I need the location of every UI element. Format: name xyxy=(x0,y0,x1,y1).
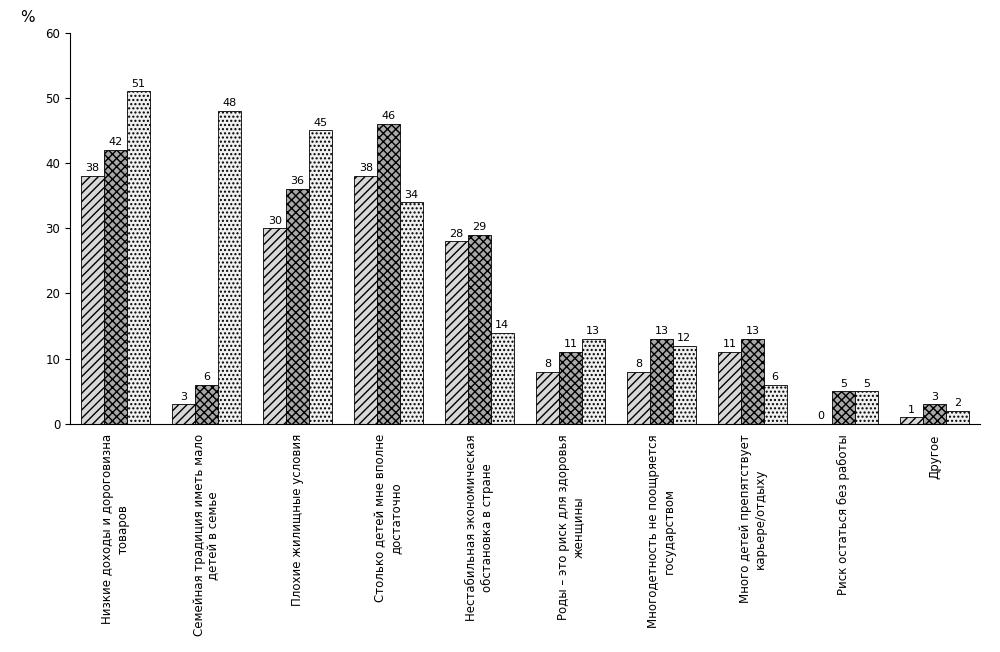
Bar xyxy=(673,346,696,424)
Bar xyxy=(127,91,150,424)
Text: 11: 11 xyxy=(564,340,578,349)
Text: 36: 36 xyxy=(290,177,304,186)
Bar xyxy=(286,189,309,424)
Text: 2: 2 xyxy=(954,398,961,408)
Bar xyxy=(764,385,787,424)
Text: %: % xyxy=(20,10,35,25)
Text: 34: 34 xyxy=(404,190,418,200)
Text: 30: 30 xyxy=(268,216,282,226)
Text: 38: 38 xyxy=(359,164,373,173)
Bar xyxy=(946,411,969,424)
Text: 8: 8 xyxy=(544,359,551,369)
Bar xyxy=(832,391,855,424)
Text: 3: 3 xyxy=(180,392,187,402)
Bar xyxy=(195,385,218,424)
Text: 38: 38 xyxy=(86,164,100,173)
Bar xyxy=(218,111,241,424)
Bar xyxy=(445,241,468,424)
Text: 5: 5 xyxy=(840,379,847,389)
Bar xyxy=(81,176,104,424)
Text: 8: 8 xyxy=(635,359,642,369)
Text: 29: 29 xyxy=(472,222,487,232)
Text: 6: 6 xyxy=(203,372,210,382)
Text: 11: 11 xyxy=(723,340,737,349)
Bar xyxy=(354,176,377,424)
Bar xyxy=(741,339,764,424)
Text: 46: 46 xyxy=(381,111,396,121)
Bar xyxy=(104,150,127,424)
Bar xyxy=(855,391,878,424)
Text: 45: 45 xyxy=(313,118,327,128)
Text: 5: 5 xyxy=(863,379,870,389)
Text: 13: 13 xyxy=(654,327,668,336)
Bar xyxy=(900,417,923,424)
Text: 13: 13 xyxy=(586,327,600,336)
Bar xyxy=(582,339,605,424)
Bar xyxy=(172,404,195,424)
Text: 13: 13 xyxy=(746,327,760,336)
Bar xyxy=(263,228,286,424)
Text: 6: 6 xyxy=(772,372,779,382)
Bar xyxy=(468,235,491,424)
Text: 48: 48 xyxy=(222,98,236,108)
Bar xyxy=(309,130,332,424)
Bar xyxy=(650,339,673,424)
Bar xyxy=(559,352,582,424)
Bar xyxy=(377,124,400,424)
Text: 42: 42 xyxy=(108,138,123,147)
Text: 1: 1 xyxy=(908,405,915,415)
Text: 28: 28 xyxy=(450,229,464,239)
Text: 3: 3 xyxy=(931,392,938,402)
Text: 51: 51 xyxy=(131,79,145,89)
Text: 12: 12 xyxy=(677,333,691,343)
Bar xyxy=(923,404,946,424)
Bar xyxy=(718,352,741,424)
Bar xyxy=(627,372,650,424)
Bar xyxy=(491,333,514,424)
Bar xyxy=(536,372,559,424)
Text: 14: 14 xyxy=(495,320,509,330)
Text: 0: 0 xyxy=(817,411,824,421)
Bar xyxy=(400,202,423,424)
